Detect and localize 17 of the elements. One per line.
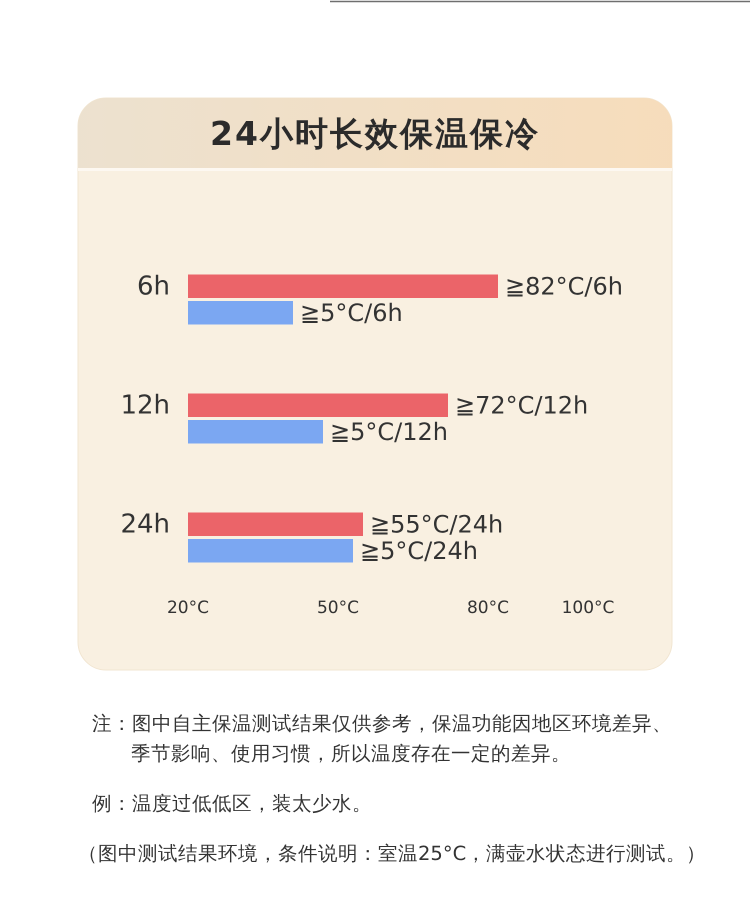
text: （图中测试结果环境，条件说明：室温25°C，满壶水状态进行测试。） [78, 842, 706, 864]
data-label: ≧55°C/24h [370, 510, 504, 538]
y-tick-label: 24h [120, 509, 170, 540]
data-label: ≧5°C/12h [330, 418, 448, 446]
data-label: ≧82°C/6h [505, 272, 623, 300]
text: 注：图中自主保温测试结果仅供参考，保温功能因地区环境差异、季节影响、使用习惯，所以温度存在一定的差异。 [92, 712, 672, 764]
x-tick-label: 50°C [316, 598, 360, 618]
y-tick-label: 6h [136, 271, 170, 302]
data-label: ≧5°C/6h [300, 298, 403, 327]
x-tick-label: 20°C [166, 598, 210, 618]
data-label: ≧72°C/12h [455, 391, 588, 420]
data-label: ≧5°C/24h [360, 536, 478, 565]
x-tick-label: 80°C [466, 598, 510, 618]
x-tick-label: 100°C [562, 598, 614, 618]
y-tick-label: 12h [120, 390, 170, 420]
text: 例：温度过低低区，装太少水。 [92, 792, 372, 814]
chart-title: 24小时长效保温保冷 [210, 114, 540, 152]
